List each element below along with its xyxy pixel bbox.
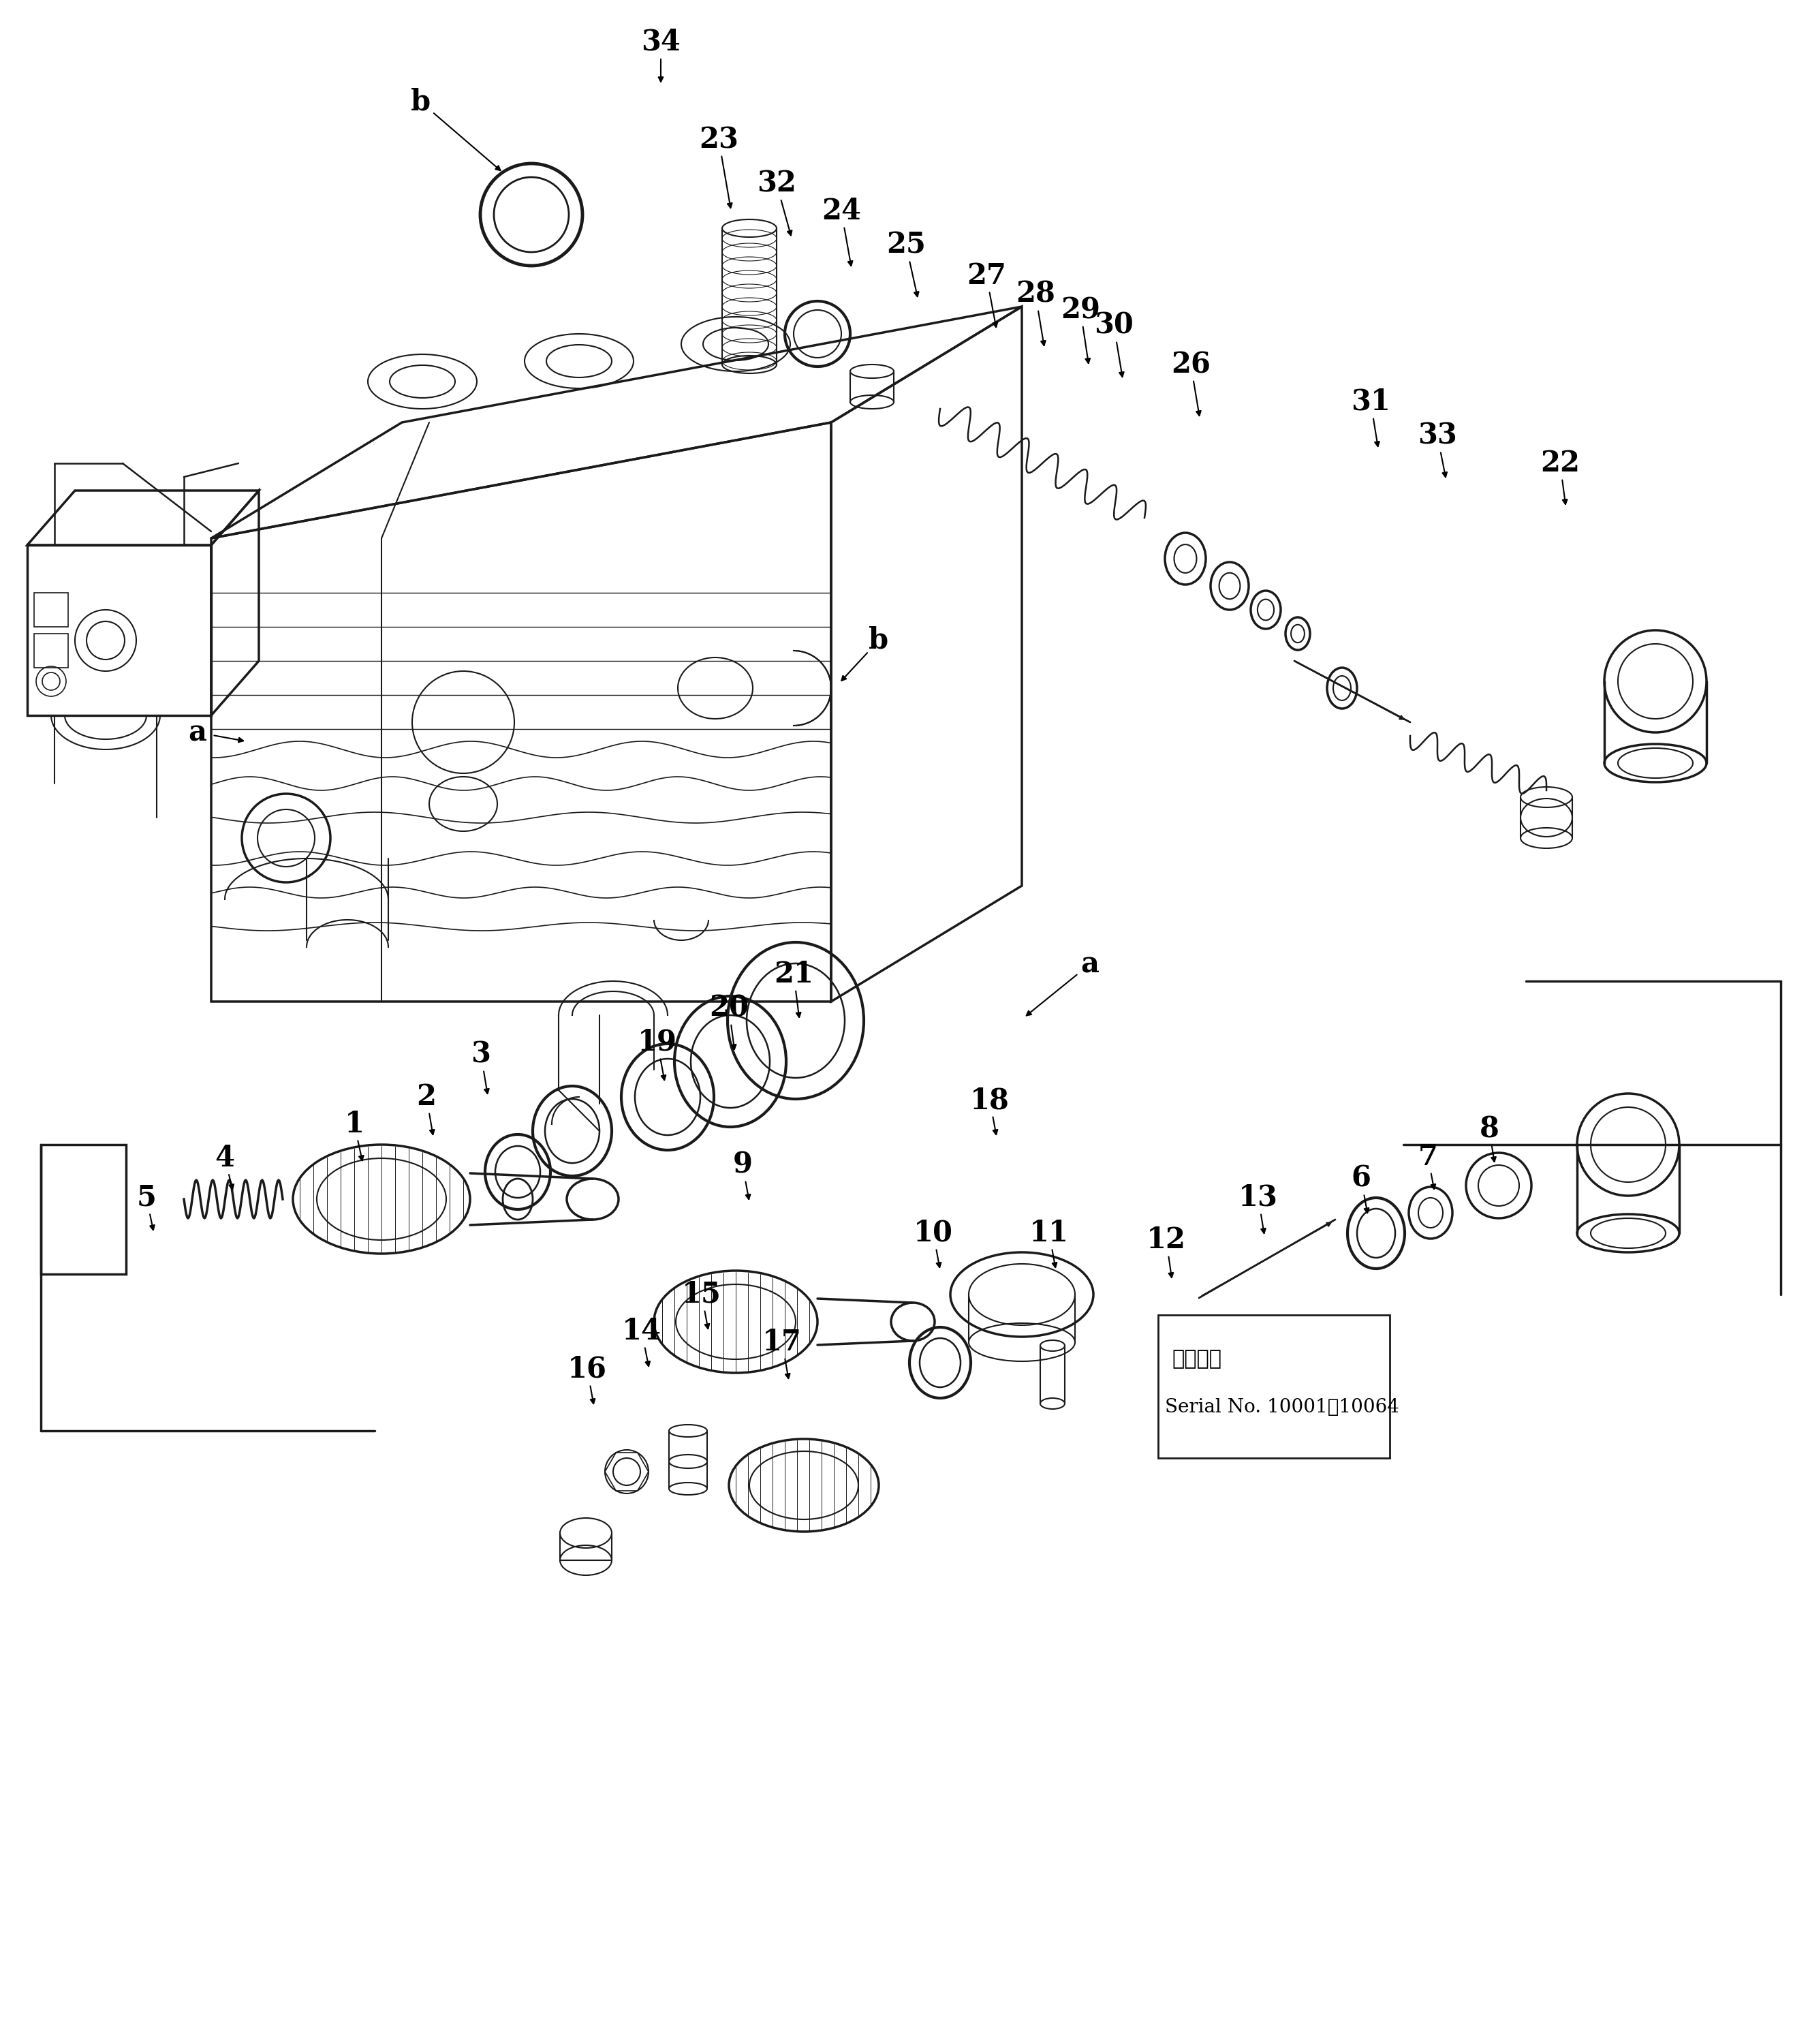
Text: 3: 3 (472, 1040, 490, 1069)
Text: 33: 33 (1417, 421, 1457, 450)
Text: a: a (188, 717, 206, 746)
Text: 1: 1 (344, 1110, 363, 1139)
Text: 26: 26 (1172, 350, 1211, 378)
Text: a: a (1081, 950, 1099, 979)
Text: 9: 9 (732, 1151, 752, 1179)
Text: 8: 8 (1479, 1116, 1499, 1145)
Text: 20: 20 (709, 993, 749, 1022)
Text: 7: 7 (1417, 1143, 1437, 1171)
Text: 4: 4 (215, 1145, 235, 1173)
Text: b: b (870, 625, 890, 654)
Text: 適用号機: 適用号機 (1172, 1349, 1222, 1369)
Text: Serial No. 10001～10064: Serial No. 10001～10064 (1164, 1398, 1399, 1416)
Text: 25: 25 (886, 231, 926, 260)
Text: 29: 29 (1061, 296, 1101, 325)
Text: 32: 32 (758, 170, 796, 198)
Text: 15: 15 (682, 1280, 721, 1308)
Text: 5: 5 (137, 1183, 155, 1212)
Text: 23: 23 (700, 125, 738, 153)
Text: 13: 13 (1238, 1183, 1278, 1212)
Text: 17: 17 (763, 1329, 801, 1357)
Text: 31: 31 (1351, 388, 1390, 417)
Text: 11: 11 (1029, 1218, 1069, 1247)
Text: 14: 14 (622, 1316, 662, 1345)
Text: 18: 18 (971, 1085, 1009, 1114)
Text: 6: 6 (1351, 1165, 1370, 1194)
Text: 21: 21 (774, 961, 814, 989)
Text: 19: 19 (638, 1028, 678, 1057)
Text: 30: 30 (1094, 311, 1134, 339)
Text: b: b (410, 88, 430, 117)
Text: 28: 28 (1016, 280, 1056, 309)
Text: 10: 10 (913, 1218, 953, 1247)
Text: 34: 34 (642, 29, 680, 57)
Text: 16: 16 (568, 1355, 607, 1384)
Text: 12: 12 (1146, 1226, 1186, 1255)
Text: 22: 22 (1540, 450, 1580, 478)
Text: 24: 24 (821, 196, 861, 225)
Text: 27: 27 (967, 262, 1005, 290)
Text: 2: 2 (416, 1083, 436, 1112)
